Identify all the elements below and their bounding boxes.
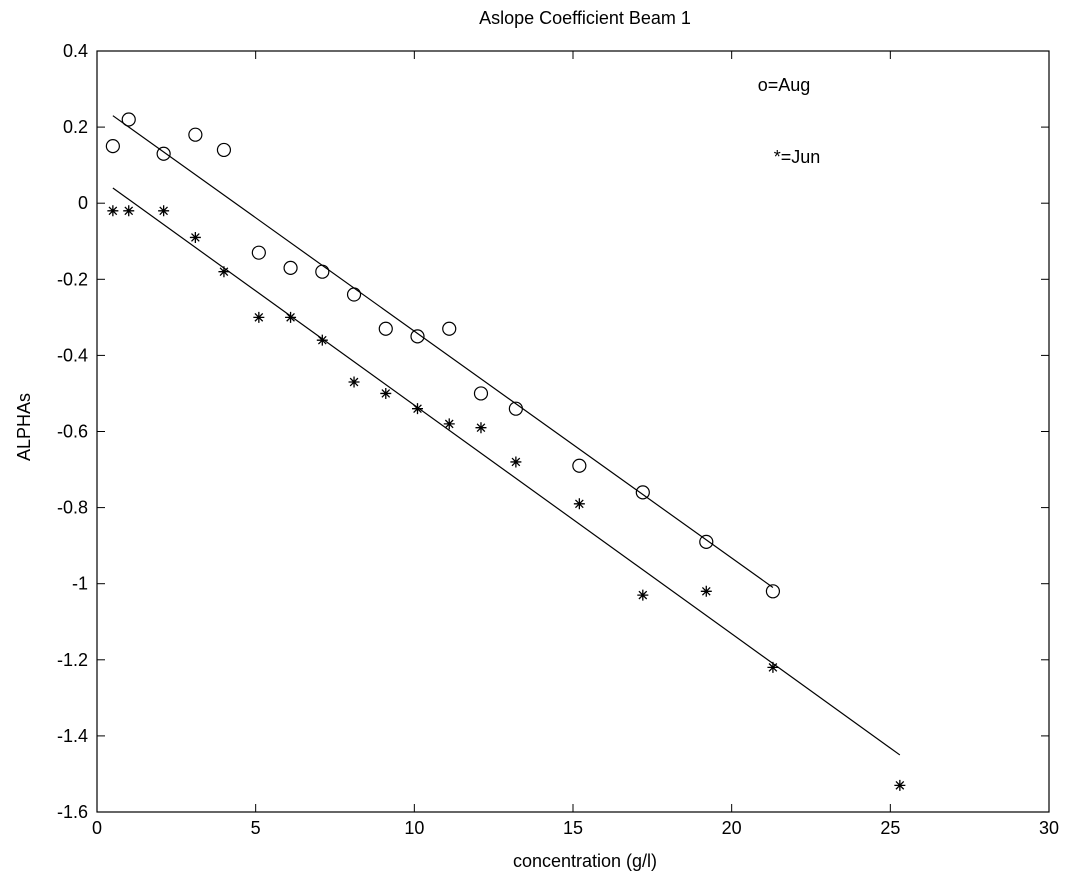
data-point-star xyxy=(348,376,360,388)
y-tick-label: -1.6 xyxy=(57,802,88,822)
data-point-star xyxy=(767,661,779,673)
legend: o=Aug *=Jun xyxy=(758,75,821,167)
data-point-circle xyxy=(572,458,587,473)
data-point-star xyxy=(316,334,328,346)
y-tick-label: -0.2 xyxy=(57,269,88,289)
y-tick-label: -0.6 xyxy=(57,422,88,442)
data-point-star xyxy=(380,387,392,399)
x-tick-label: 0 xyxy=(92,818,102,838)
data-point-circle xyxy=(765,584,781,599)
axes-frame xyxy=(96,50,1050,813)
data-point-circle xyxy=(188,127,203,142)
data-point-star xyxy=(285,311,297,323)
data-point-circle xyxy=(121,112,136,127)
y-tick-label: -1.4 xyxy=(57,726,88,746)
x-tick-label: 15 xyxy=(563,818,583,838)
data-point-circle xyxy=(508,401,523,416)
data-point-circle xyxy=(105,139,120,154)
x-tick-label: 25 xyxy=(880,818,900,838)
x-tick-label: 10 xyxy=(404,818,424,838)
data-point-star xyxy=(475,422,487,434)
data-point-circle xyxy=(410,329,425,344)
data-point-star xyxy=(123,205,135,217)
data-point-star xyxy=(412,403,424,415)
chart-title: Aslope Coefficient Beam 1 xyxy=(479,8,691,28)
data-point-star xyxy=(894,779,906,791)
data-point-circle xyxy=(473,386,489,401)
data-point-star xyxy=(218,266,230,278)
x-axis-label: concentration (g/l) xyxy=(513,851,657,871)
data-point-star xyxy=(189,231,201,243)
data-point-star xyxy=(700,585,712,597)
data-point-circle xyxy=(315,264,330,279)
data-point-star xyxy=(443,418,455,430)
y-tick-label: 0 xyxy=(78,193,88,213)
data-point-circle xyxy=(346,287,362,302)
legend-entry-aug: o=Aug xyxy=(758,75,811,95)
x-tick-label: 5 xyxy=(251,818,261,838)
data-point-circle xyxy=(442,321,457,336)
data-point-circle xyxy=(699,534,714,549)
y-tick-label: 0.2 xyxy=(63,117,88,137)
data-point-star xyxy=(510,456,522,468)
x-tick-label: 30 xyxy=(1039,818,1059,838)
data-point-circle xyxy=(251,245,266,260)
data-point-star xyxy=(107,205,119,217)
y-tick-label: -0.4 xyxy=(57,345,88,365)
x-tick-label: 20 xyxy=(722,818,742,838)
data-point-circle xyxy=(216,142,232,158)
data-point-circle xyxy=(378,321,393,336)
y-tick-label: -0.8 xyxy=(57,498,88,518)
y-tick-label: 0.4 xyxy=(63,41,88,61)
y-tick-label: -1 xyxy=(72,574,88,594)
data-point-star xyxy=(637,589,649,601)
plot-area: 0 5 10 15 20 25 30 0.4 0.2 0 -0.2 -0.4 -0.6 -0.8 -1 -1.… xyxy=(57,41,1059,838)
data-point-star xyxy=(158,205,170,217)
fit-line-0 xyxy=(112,115,774,588)
legend-entry-jun: *=Jun xyxy=(774,147,821,167)
y-tick-label: -1.2 xyxy=(57,650,88,670)
data-point-circle xyxy=(156,146,171,161)
data-point-star xyxy=(573,498,585,510)
data-point-circle xyxy=(635,485,650,500)
data-point-circle xyxy=(283,260,298,275)
data-point-star xyxy=(253,311,265,323)
fit-line-1 xyxy=(112,187,901,756)
y-axis-label: ALPHAs xyxy=(14,393,34,461)
